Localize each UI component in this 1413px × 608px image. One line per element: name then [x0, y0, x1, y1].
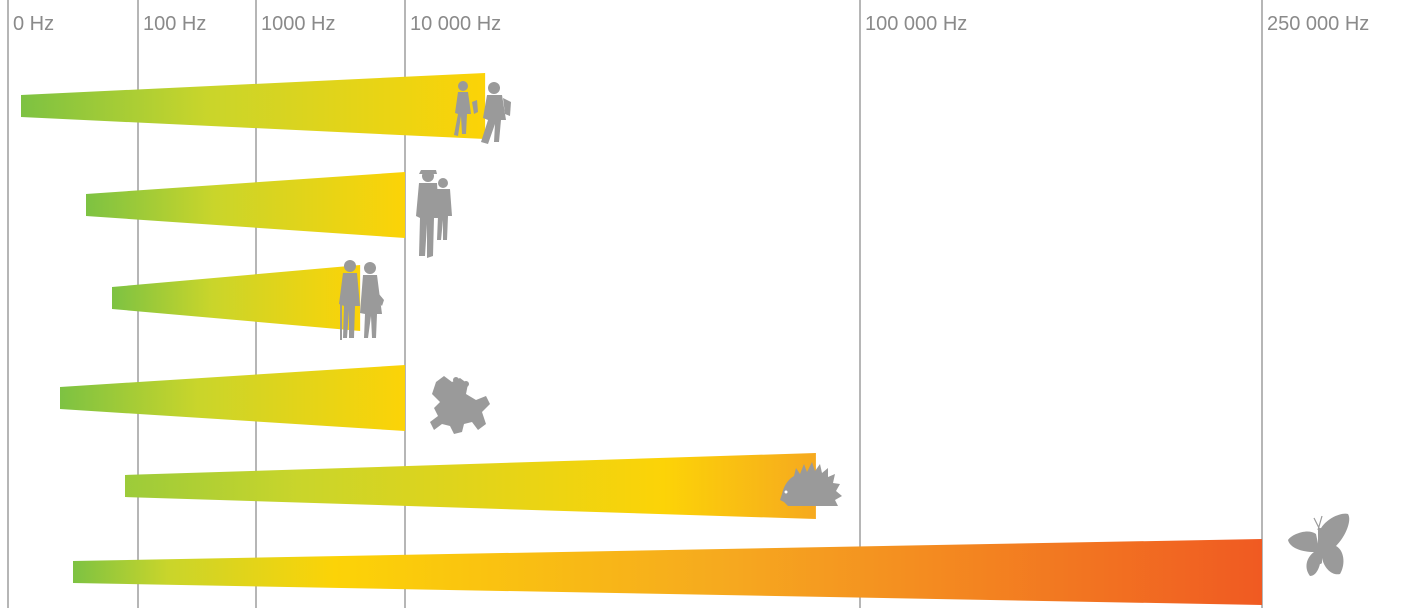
range-bar-frog: [60, 365, 405, 431]
frog-icon: [430, 376, 490, 434]
butterfly-icon: [1288, 513, 1350, 576]
tick-label: 0 Hz: [13, 13, 54, 35]
x-axis-tick-labels: 0 Hz 100 Hz 1000 Hz 10 000 Hz 100 000 Hz 250 …: [13, 13, 1369, 35]
range-bars: [21, 73, 1262, 605]
range-bar-hedgehog: [125, 453, 816, 519]
hedgehog-icon: [780, 462, 842, 506]
tick-label: 250 000 Hz: [1267, 13, 1369, 35]
range-bar-butterfly: [73, 539, 1262, 605]
pictograms: [339, 81, 1350, 576]
children-icon: [454, 81, 511, 144]
range-bar-elderly-couple: [112, 265, 361, 331]
tick-label: 100 Hz: [143, 13, 206, 35]
tick-label: 10 000 Hz: [410, 13, 501, 35]
tick-label: 100 000 Hz: [865, 13, 967, 35]
range-bar-children: [21, 73, 486, 139]
elderly-couple-icon: [339, 260, 384, 340]
range-bar-adults: [86, 172, 405, 238]
adults-icon: [416, 170, 452, 258]
tick-label: 1000 Hz: [261, 13, 336, 35]
